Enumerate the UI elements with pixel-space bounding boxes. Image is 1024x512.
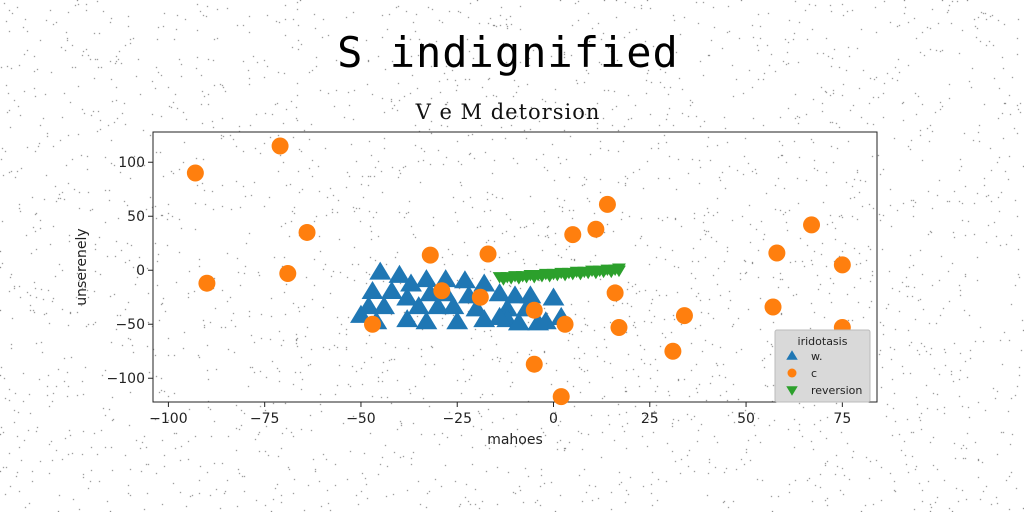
data-point <box>380 281 403 300</box>
data-point <box>415 311 438 330</box>
data-point <box>504 285 526 304</box>
plot-area-border <box>152 131 878 403</box>
data-point <box>542 287 565 306</box>
legend-label-1: c <box>811 367 817 380</box>
y-tick-label: −100 <box>107 371 145 387</box>
data-point <box>606 284 624 302</box>
data-point <box>396 309 419 328</box>
data-point <box>419 283 442 302</box>
data-point <box>552 388 570 406</box>
data-point <box>587 220 605 238</box>
data-point <box>556 315 574 333</box>
series-2 <box>492 263 626 286</box>
data-point <box>507 312 530 331</box>
data-point <box>361 281 384 300</box>
plot-frame <box>152 131 878 403</box>
x-tick-label: 25 <box>641 411 659 427</box>
data-point <box>833 256 851 274</box>
y-tick-label: −50 <box>115 317 145 333</box>
data-point <box>675 307 693 325</box>
data-point <box>473 309 496 328</box>
data-point <box>525 355 543 373</box>
x-tick-label: −25 <box>442 411 472 427</box>
data-point <box>198 274 216 292</box>
legend-label-0: w. <box>811 350 822 363</box>
chart-subtitle: V e M detorsion <box>415 100 601 124</box>
data-point <box>407 296 430 315</box>
chart-title: S indignified <box>337 28 679 77</box>
legend-label-2: reversion <box>811 384 862 397</box>
data-point <box>433 282 451 300</box>
data-point <box>369 261 392 280</box>
data-point <box>598 195 616 213</box>
legend: iridotasis w. c reversion <box>774 329 871 403</box>
data-point <box>488 306 511 325</box>
data-point <box>768 244 786 262</box>
data-point <box>803 216 821 234</box>
legend-box <box>774 329 871 403</box>
y-axis-label: unserenely <box>74 228 90 305</box>
data-point <box>427 296 449 315</box>
x-tick-label: 50 <box>737 411 755 427</box>
data-point <box>442 296 465 315</box>
data-point <box>350 304 372 323</box>
data-point <box>564 226 582 244</box>
y-axis-ticks: 100 50 0 −50 −100 <box>107 155 153 387</box>
x-tick-label: 0 <box>549 411 558 427</box>
legend-title: iridotasis <box>798 335 848 348</box>
data-point <box>271 137 289 155</box>
data-point <box>610 318 628 336</box>
x-axis-ticks: −100 −75 −50 −25 0 25 50 75 <box>149 402 851 427</box>
y-tick-label: 100 <box>118 155 145 171</box>
data-point <box>186 164 204 182</box>
data-point <box>373 296 395 315</box>
legend-marker-2 <box>786 386 798 396</box>
data-point <box>454 270 476 289</box>
data-marks <box>186 137 851 406</box>
data-point <box>519 285 542 304</box>
x-tick-label: −50 <box>346 411 376 427</box>
x-tick-label: −75 <box>250 411 280 427</box>
x-axis-label: mahoes <box>487 432 543 448</box>
data-point <box>612 265 626 278</box>
data-point <box>298 223 316 241</box>
data-point <box>764 298 782 316</box>
y-tick-label: 0 <box>136 263 145 279</box>
x-tick-label: −100 <box>149 411 187 427</box>
data-point <box>473 273 496 292</box>
series-1 <box>186 137 851 406</box>
data-point <box>664 342 682 360</box>
data-point <box>364 315 382 333</box>
data-point <box>396 287 419 306</box>
data-point <box>488 283 511 302</box>
legend-marker-1 <box>787 368 797 378</box>
legend-marker-0 <box>786 350 798 360</box>
data-point <box>446 311 469 330</box>
data-point <box>421 246 439 264</box>
data-point <box>465 298 488 317</box>
data-point <box>279 264 297 282</box>
y-tick-label: 50 <box>127 209 145 225</box>
data-point <box>479 245 497 263</box>
x-tick-label: 75 <box>833 411 851 427</box>
data-point <box>415 269 438 288</box>
data-point <box>471 288 489 306</box>
data-point <box>388 264 411 283</box>
data-point <box>525 301 543 319</box>
